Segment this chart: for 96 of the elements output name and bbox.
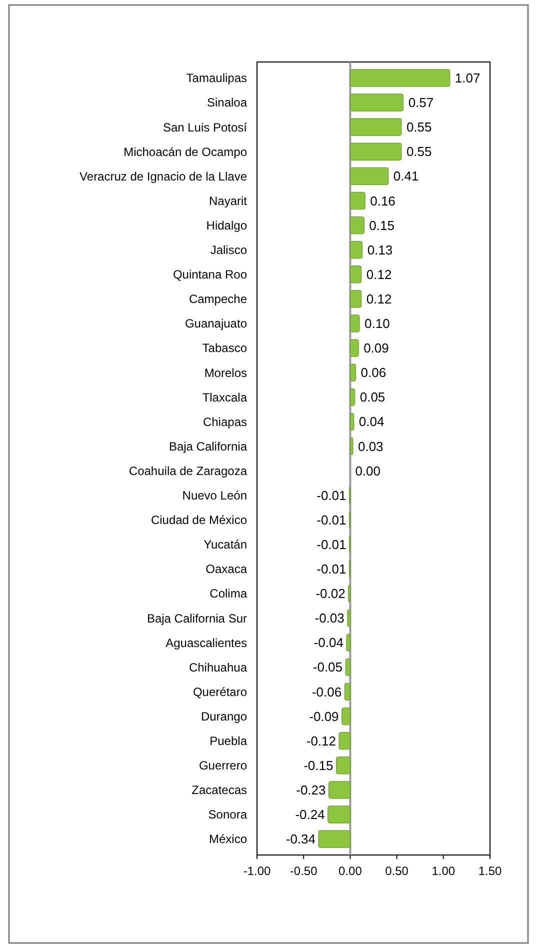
y-tick-label: Michoacán de Ocampo xyxy=(124,144,248,159)
bar xyxy=(350,216,364,234)
data-label: 0.10 xyxy=(364,316,390,332)
y-tick-label: Guerrero xyxy=(198,758,248,773)
y-tick-label: Morelos xyxy=(204,366,247,380)
data-label: -0.15 xyxy=(304,758,334,773)
y-tick-label: Nuevo León xyxy=(182,488,247,503)
data-label: -0.03 xyxy=(314,610,344,626)
y-tick-label: Zacatecas xyxy=(192,783,247,798)
y-tick-label: Durango xyxy=(200,709,248,724)
y-tick-label: Querétaro xyxy=(192,684,248,699)
data-label: 0.16 xyxy=(370,193,396,208)
bar xyxy=(350,266,362,284)
y-tick-label: Colima xyxy=(210,586,248,601)
y-tick-label: Sonora xyxy=(208,808,248,822)
bar xyxy=(350,118,402,136)
y-tick-label: Chihuahua xyxy=(188,660,248,674)
bar xyxy=(350,290,362,308)
data-label: 0.00 xyxy=(355,463,381,478)
bar xyxy=(350,314,360,332)
data-label: -0.01 xyxy=(316,488,346,503)
x-tick-label: 0.50 xyxy=(385,864,409,878)
data-label: 1.07 xyxy=(454,70,480,86)
data-label: -0.24 xyxy=(295,807,325,822)
data-label: 0.06 xyxy=(360,365,386,380)
y-tick-label: Chiapas xyxy=(202,414,247,429)
data-label: -0.05 xyxy=(312,660,343,675)
data-label: 0.13 xyxy=(367,242,393,258)
data-label: 0.03 xyxy=(358,438,384,454)
bar xyxy=(342,707,350,726)
x-tick-label: 1.00 xyxy=(432,864,456,878)
y-tick-label: Tlaxcala xyxy=(202,390,248,404)
bar xyxy=(328,806,350,824)
y-tick-label: Baja California xyxy=(168,439,248,454)
x-tick-label: -0.50 xyxy=(290,864,318,878)
bar xyxy=(350,388,356,406)
data-label: -0.09 xyxy=(309,708,339,724)
bar xyxy=(350,94,404,112)
y-tick-label: Tamaulipas xyxy=(186,71,247,86)
y-tick-label: Puebla xyxy=(210,734,248,748)
data-label: 0.41 xyxy=(393,168,419,184)
data-label: 0.04 xyxy=(358,414,384,430)
bar xyxy=(350,167,389,186)
y-tick-label: Oaxaca xyxy=(206,562,248,576)
data-label: -0.06 xyxy=(312,684,342,700)
y-tick-label: Aguascalientes xyxy=(166,636,247,650)
bar xyxy=(350,339,359,357)
data-label: -0.34 xyxy=(286,832,316,847)
bar xyxy=(350,364,356,382)
bar xyxy=(347,609,350,627)
y-tick-label: México xyxy=(208,832,248,846)
y-tick-label: Nayarit xyxy=(208,194,248,208)
y-tick-label: Guanajuato xyxy=(184,316,248,331)
x-tick-label: 1.50 xyxy=(478,864,502,878)
bar xyxy=(328,781,350,799)
data-label: -0.01 xyxy=(316,536,346,552)
y-tick-label: Yucatán xyxy=(204,538,247,552)
data-label: 0.55 xyxy=(406,120,432,135)
bar xyxy=(350,437,354,456)
data-label: 0.12 xyxy=(366,266,392,282)
y-tick-label: Hidalgo xyxy=(206,218,248,232)
bar xyxy=(345,658,350,676)
data-label: 0.57 xyxy=(408,95,434,110)
y-tick-label: Ciudad de México xyxy=(150,513,248,528)
bar xyxy=(350,69,450,87)
y-tick-label: Coahuila de Zaragoza xyxy=(128,464,248,478)
data-label: -0.23 xyxy=(296,782,326,798)
x-tick-label: -1.00 xyxy=(243,864,271,878)
bar xyxy=(344,682,350,701)
y-tick-label: Baja California Sur xyxy=(146,611,247,626)
bar xyxy=(336,756,350,774)
data-label: -0.01 xyxy=(316,512,346,528)
data-label: -0.02 xyxy=(316,586,346,602)
y-tick-label: Veracruz de Ignacio de la Llave xyxy=(80,169,248,184)
bar xyxy=(350,192,366,210)
data-label: -0.04 xyxy=(314,635,344,650)
y-tick-label: Quintana Roo xyxy=(172,268,248,282)
y-tick-label: Sinaloa xyxy=(206,96,248,110)
data-label: 0.05 xyxy=(360,390,386,405)
y-tick-label: San Luis Potosí xyxy=(162,120,248,134)
data-label: 0.55 xyxy=(406,144,432,160)
bar xyxy=(350,412,354,431)
y-tick-label: Tabasco xyxy=(202,341,248,356)
bar xyxy=(318,830,350,848)
data-label: -0.01 xyxy=(316,562,346,577)
x-tick-label: 0.00 xyxy=(338,864,362,878)
data-label: 0.15 xyxy=(369,218,394,233)
bar xyxy=(346,634,350,652)
bar xyxy=(350,142,402,160)
bar xyxy=(338,732,350,750)
data-label: -0.12 xyxy=(306,733,336,748)
y-tick-label: Campeche xyxy=(188,292,248,306)
y-tick-label: Jalisco xyxy=(210,243,248,258)
bar xyxy=(350,240,363,259)
data-label: 0.09 xyxy=(364,340,389,356)
data-label: 0.12 xyxy=(366,291,392,306)
